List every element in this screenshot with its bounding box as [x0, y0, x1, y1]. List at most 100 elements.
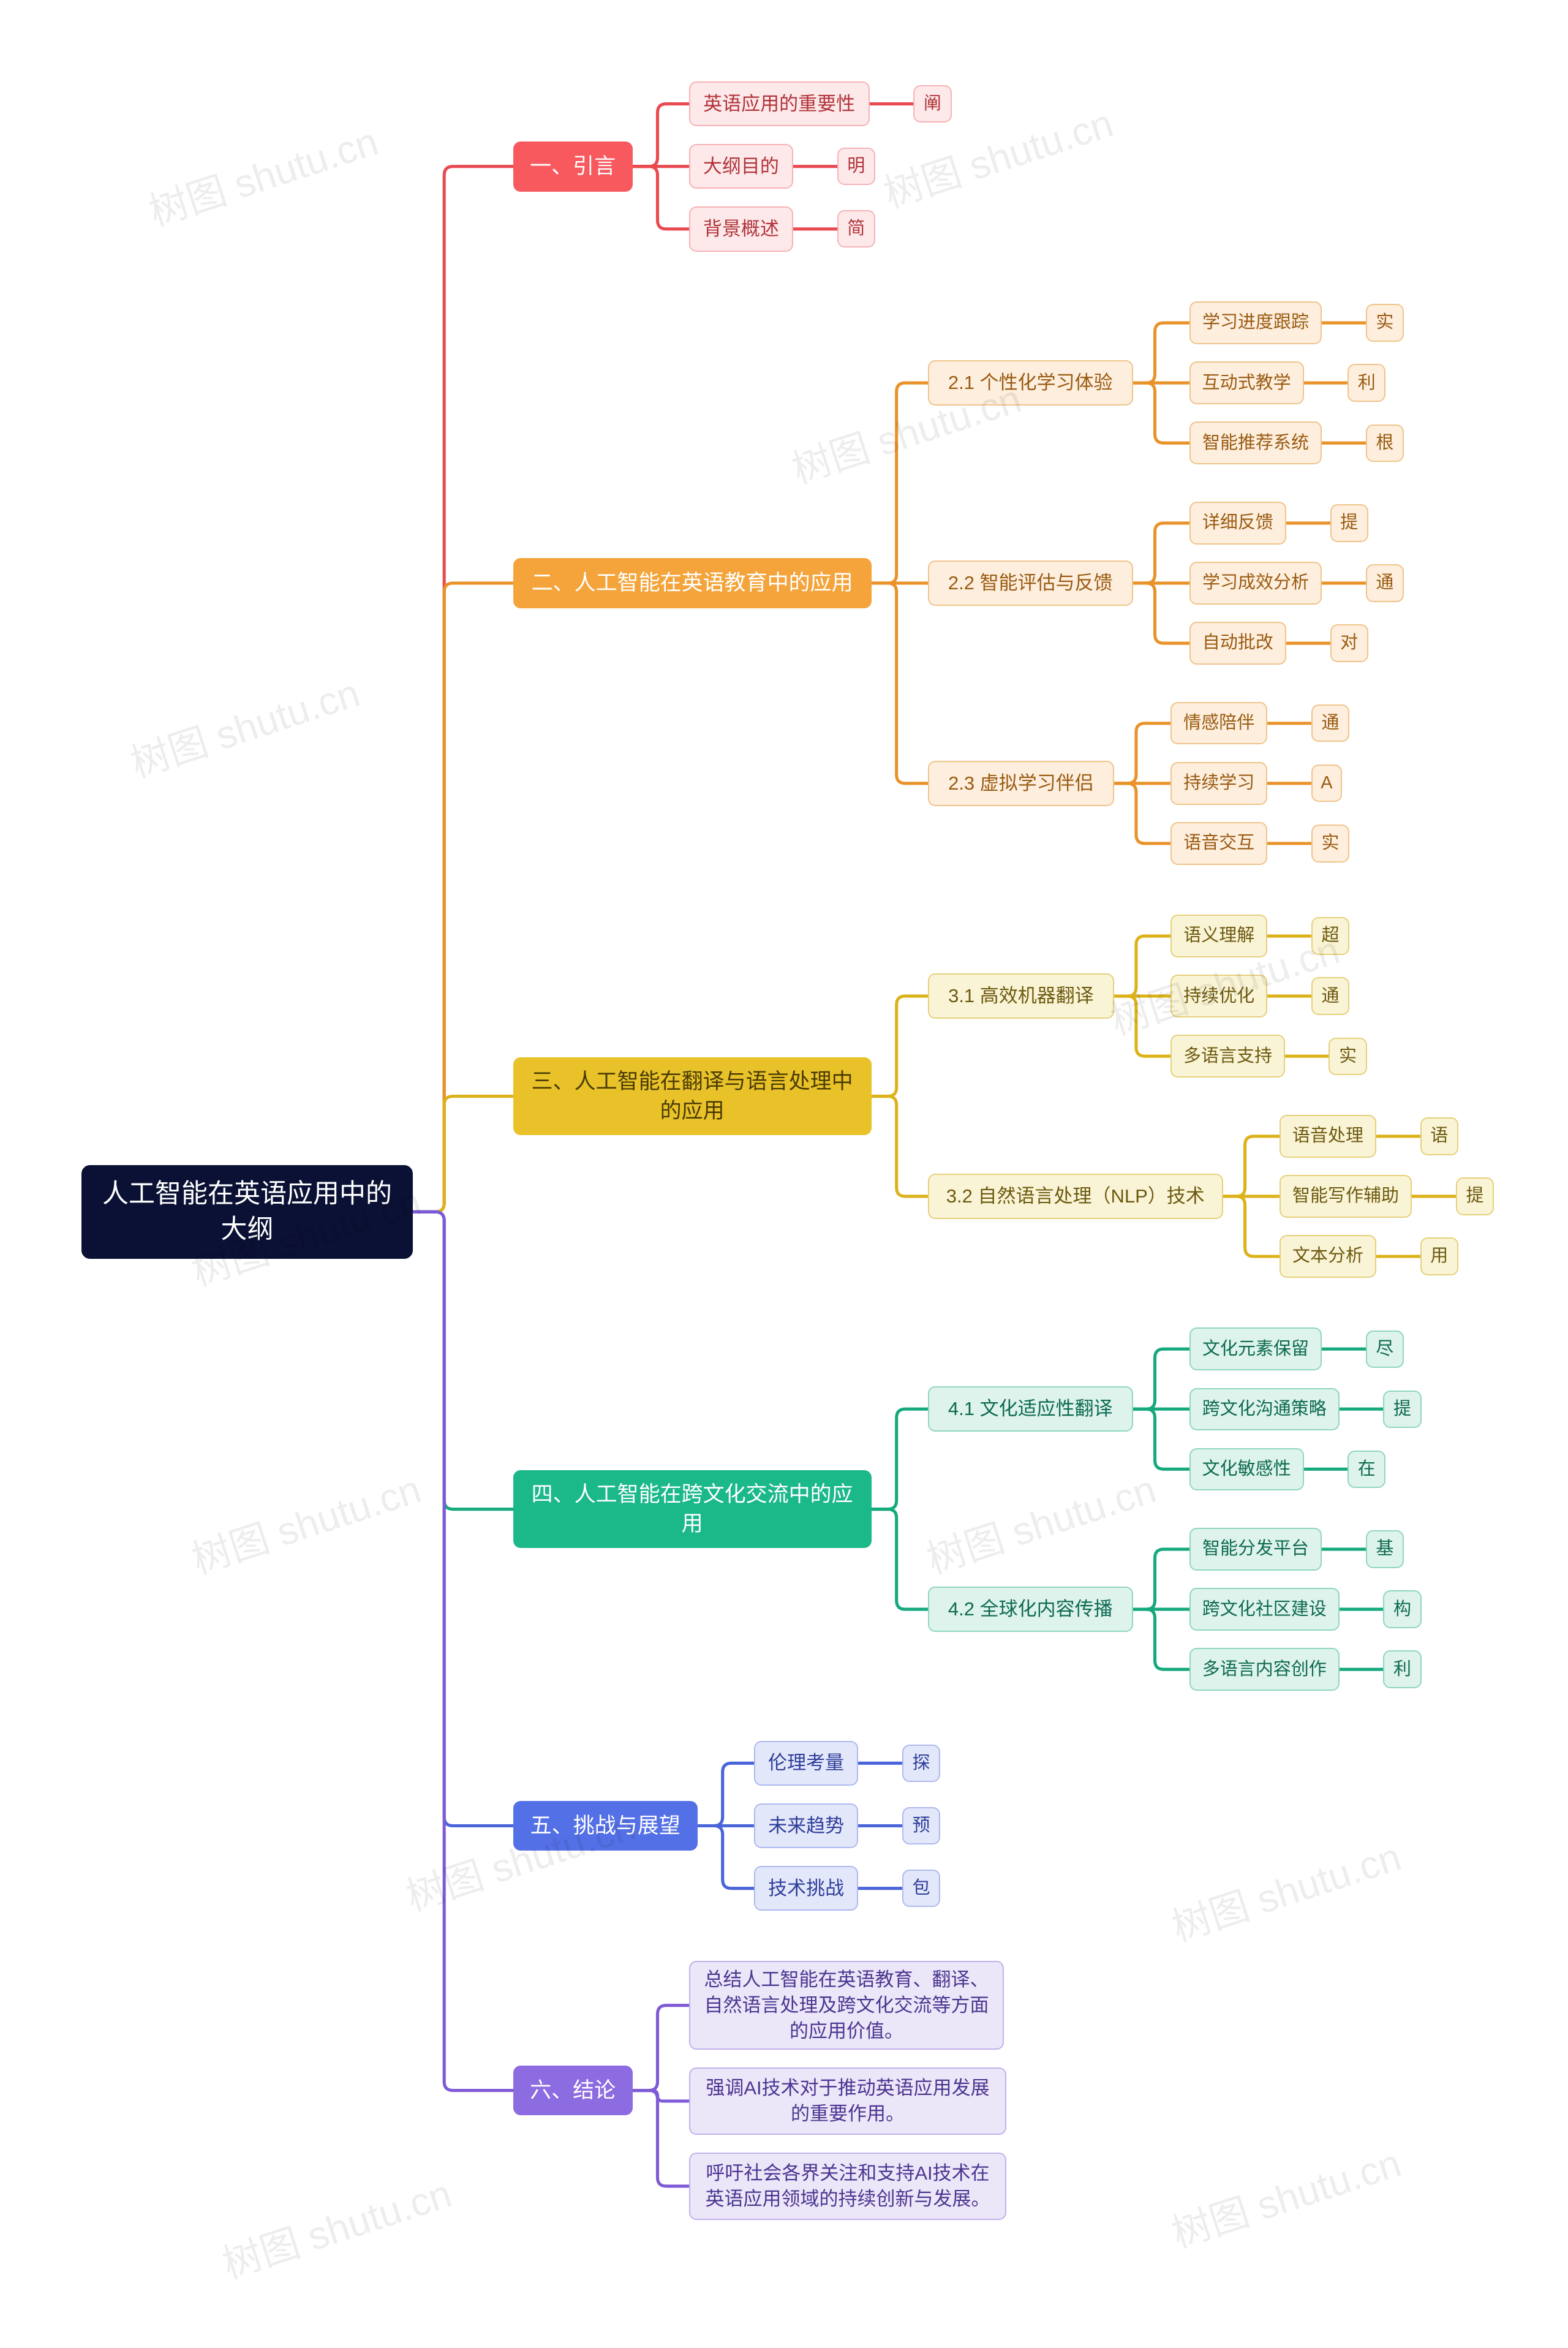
node-label: 2.3 虚拟学习伴侣 [948, 771, 1094, 796]
node-b1c1: 英语应用的重要性 [689, 81, 870, 127]
node-label: 文化元素保留 [1202, 1337, 1309, 1361]
node-label: 阐 [924, 92, 941, 116]
node-label: 3.1 高效机器翻译 [948, 983, 1094, 1009]
node-label: 智能推荐系统 [1202, 431, 1309, 455]
node-label: 五、挑战与展望 [530, 1811, 680, 1840]
node-label: 提 [1393, 1397, 1411, 1421]
node-label: 六、结论 [530, 2076, 616, 2105]
leaf-b2s1c1: 实 [1366, 304, 1404, 341]
leaf-b1c1: 阐 [913, 85, 951, 123]
node-b3s2: 3.2 自然语言处理（NLP）技术 [928, 1174, 1223, 1219]
node-label: 基 [1376, 1537, 1393, 1561]
leaf-b5c2: 预 [902, 1807, 940, 1844]
watermark: 树图 shutu.cn [141, 110, 384, 237]
leaf-b5c3: 包 [902, 1870, 940, 1907]
node-label: 呼吁社会各界关注和支持AI技术在 英语应用领域的持续创新与发展。 [706, 2161, 990, 2212]
node-label: 构 [1393, 1598, 1411, 1621]
node-label: 语音交互 [1183, 831, 1254, 855]
node-b5c3: 技术挑战 [754, 1866, 859, 1911]
leaf-b4s1c1: 尽 [1366, 1331, 1404, 1368]
leaf-b1c3: 简 [837, 210, 875, 247]
leaf-b4s1c2: 提 [1383, 1391, 1421, 1428]
node-label: 语音处理 [1292, 1124, 1363, 1148]
node-label: 对 [1340, 631, 1358, 655]
node-b1c2: 大纲目的 [689, 144, 794, 189]
node-label: 一、引言 [530, 152, 616, 181]
node-b6c3: 呼吁社会各界关注和支持AI技术在 英语应用领域的持续创新与发展。 [689, 2153, 1007, 2220]
leaf-b3s1c2: 通 [1311, 977, 1349, 1014]
node-label: 简 [847, 217, 865, 241]
leaf-b2s1c2: 利 [1348, 364, 1385, 401]
node-label: 跨文化沟通策略 [1202, 1397, 1327, 1421]
node-label: 详细反馈 [1202, 511, 1273, 535]
node-label: 学习进度跟踪 [1202, 311, 1309, 334]
leaf-b4s2c1: 基 [1366, 1530, 1404, 1568]
node-label: 多语言内容创作 [1202, 1658, 1327, 1682]
watermark: 树图 shutu.cn [1164, 1825, 1407, 1952]
node-label: 自动批改 [1202, 631, 1273, 655]
node-b3s1: 3.1 高效机器翻译 [928, 973, 1114, 1019]
leaf-b2s3c1: 通 [1311, 704, 1349, 742]
node-b3s2c1: 语音处理 [1280, 1115, 1376, 1157]
leaf-b3s2c1: 语 [1420, 1117, 1458, 1155]
node-label: 文化敏感性 [1202, 1457, 1291, 1481]
node-label: 持续优化 [1183, 984, 1254, 1008]
node-label: 跨文化社区建设 [1202, 1598, 1327, 1621]
node-b4s2c3: 多语言内容创作 [1189, 1648, 1340, 1690]
node-label: 利 [1358, 371, 1376, 395]
node-b2s1c2: 互动式教学 [1189, 361, 1304, 404]
branch-b3: 三、人工智能在翻译与语言处理中 的应用 [513, 1057, 872, 1135]
watermark: 树图 shutu.cn [919, 1458, 1162, 1585]
node-label: 人工智能在英语应用中的 大纲 [102, 1176, 392, 1247]
node-label: 提 [1466, 1184, 1483, 1208]
node-b3s2c2: 智能写作辅助 [1280, 1175, 1412, 1217]
node-label: 文本分析 [1292, 1244, 1363, 1268]
node-label: 实 [1322, 831, 1340, 855]
node-label: 语义理解 [1183, 924, 1254, 948]
node-label: 包 [913, 1876, 930, 1900]
root-node: 人工智能在英语应用中的 大纲 [81, 1165, 413, 1259]
node-b5c1: 伦理考量 [754, 1741, 859, 1786]
node-b3s1c3: 多语言支持 [1170, 1035, 1285, 1077]
node-b4s2: 4.2 全球化内容传播 [928, 1587, 1133, 1632]
leaf-b3s1c3: 实 [1329, 1038, 1366, 1075]
leaf-b2s2c1: 提 [1330, 504, 1368, 542]
node-label: 通 [1376, 571, 1393, 595]
node-b1c3: 背景概述 [689, 206, 794, 252]
node-label: 2.1 个性化学习体验 [948, 370, 1113, 396]
leaf-b3s1c1: 超 [1311, 917, 1349, 954]
node-b2s3: 2.3 虚拟学习伴侣 [928, 761, 1114, 806]
node-b2s3c2: 持续学习 [1170, 762, 1267, 804]
node-label: 4.2 全球化内容传播 [948, 1596, 1113, 1622]
node-b4s1c3: 文化敏感性 [1189, 1448, 1304, 1490]
leaf-b4s2c2: 构 [1383, 1590, 1421, 1628]
node-label: 明 [847, 154, 865, 178]
node-label: 大纲目的 [703, 154, 779, 179]
node-label: 学习成效分析 [1202, 571, 1309, 595]
node-b4s2c1: 智能分发平台 [1189, 1528, 1322, 1570]
node-label: 通 [1322, 711, 1340, 735]
leaf-b1c2: 明 [837, 148, 875, 185]
node-label: 尽 [1376, 1337, 1393, 1361]
leaf-b3s2c3: 用 [1420, 1237, 1458, 1275]
node-b2s2c2: 学习成效分析 [1189, 562, 1322, 604]
node-label: 在 [1358, 1457, 1376, 1481]
node-b2s2c3: 自动批改 [1189, 622, 1286, 664]
node-label: 探 [913, 1751, 930, 1775]
node-label: 根 [1376, 431, 1393, 455]
node-label: 实 [1376, 311, 1393, 334]
node-label: 三、人工智能在翻译与语言处理中 的应用 [532, 1067, 853, 1125]
leaf-b4s1c3: 在 [1348, 1451, 1385, 1488]
node-b2s3c1: 情感陪伴 [1170, 702, 1267, 744]
node-label: 智能写作辅助 [1292, 1184, 1399, 1208]
node-b4s1c1: 文化元素保留 [1189, 1327, 1322, 1370]
node-b4s1: 4.1 文化适应性翻译 [928, 1386, 1133, 1432]
node-label: 提 [1340, 511, 1358, 535]
leaf-b5c1: 探 [902, 1745, 940, 1782]
node-label: 语 [1430, 1124, 1448, 1148]
node-b2s3c3: 语音交互 [1170, 822, 1267, 864]
node-label: 二、人工智能在英语教育中的应用 [532, 568, 853, 597]
leaf-b3s2c2: 提 [1456, 1177, 1494, 1215]
node-label: 2.2 智能评估与反馈 [948, 570, 1113, 596]
node-label: 通 [1322, 984, 1340, 1008]
